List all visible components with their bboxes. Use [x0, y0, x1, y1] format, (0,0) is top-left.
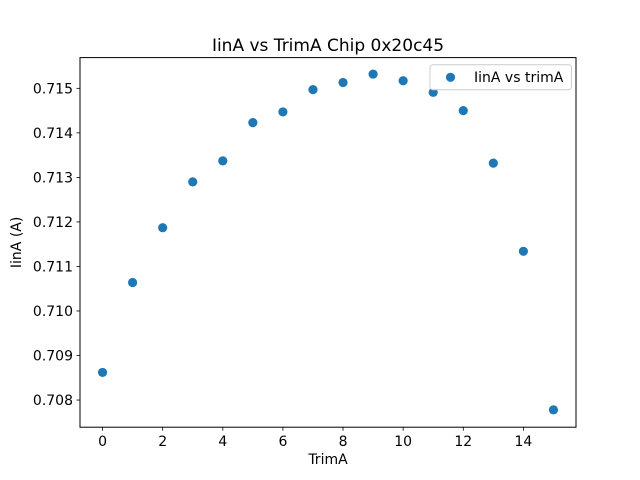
scatter-point [488, 158, 498, 168]
scatter-point [308, 85, 318, 95]
scatter-point [368, 69, 378, 79]
y-tick-label: 0.715 [33, 81, 73, 97]
y-tick-label: 0.714 [33, 126, 73, 142]
scatter-point [338, 77, 348, 88]
scatter-point [158, 223, 168, 233]
scatter-point [548, 405, 559, 415]
x-tick-label: 12 [454, 434, 472, 450]
scatter-point [458, 105, 468, 116]
chart-title: IinA vs TrimA Chip 0x20c45 [212, 36, 444, 56]
y-tick-label: 0.708 [33, 393, 73, 409]
y-axis-label: IinA (A) [9, 217, 25, 268]
x-tick-label: 6 [278, 434, 287, 450]
x-tick-label: 10 [394, 434, 412, 450]
scatter-point [248, 118, 258, 128]
axes-frame [79, 57, 577, 428]
scatter-point [188, 177, 198, 187]
x-axis-label: TrimA [307, 452, 348, 468]
x-tick-label: 2 [158, 434, 167, 450]
y-tick-label: 0.712 [33, 215, 73, 231]
x-tick-label: 0 [98, 434, 107, 450]
y-tick-label: 0.709 [33, 349, 73, 365]
x-tick-label: 14 [514, 434, 532, 450]
scatter-point [518, 246, 528, 256]
legend-label: IinA vs trimA [474, 70, 564, 86]
legend-marker-icon [445, 72, 456, 82]
x-tick-label: 8 [339, 434, 348, 450]
y-tick-label: 0.711 [33, 259, 73, 275]
y-tick-label: 0.710 [33, 304, 73, 320]
scatter-point [128, 277, 138, 288]
x-tick-label: 4 [218, 434, 227, 450]
axes-background [80, 57, 576, 428]
scatter-point [97, 367, 108, 378]
scatter-point [278, 107, 288, 117]
y-tick-label: 0.713 [33, 170, 73, 186]
legend-box [429, 64, 572, 91]
scatter-point [218, 156, 228, 166]
scatter-point [398, 76, 408, 86]
